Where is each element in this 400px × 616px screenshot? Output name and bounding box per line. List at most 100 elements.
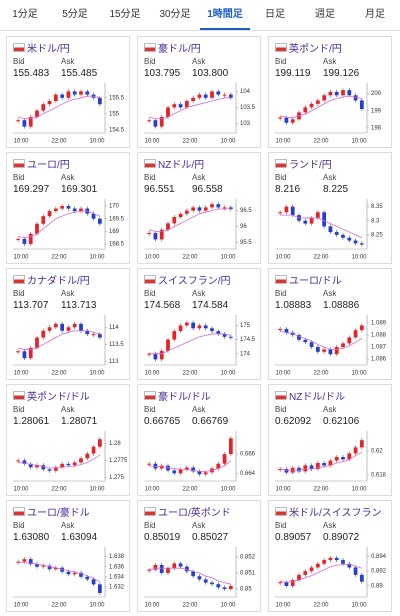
- bid-value: 8.216: [275, 184, 301, 195]
- y-tick-label: 155.5: [109, 95, 125, 101]
- y-tick-label: 174.5: [240, 337, 256, 343]
- rate-card[interactable]: NZドル/ドル Bid Ask 0.62092 0.62106 0.62 0.618 10:0…: [268, 384, 392, 496]
- candle: [341, 560, 345, 564]
- candle: [197, 471, 202, 475]
- bid-label: Bid: [13, 173, 25, 182]
- candle: [359, 440, 364, 448]
- tab[interactable]: 週足: [315, 9, 335, 20]
- flag-icon: [13, 275, 25, 284]
- candle: [184, 322, 189, 326]
- candle: [35, 564, 39, 567]
- candle: [53, 567, 58, 570]
- bid-label: Bid: [275, 405, 287, 414]
- moving-average: [280, 564, 362, 583]
- rate-card[interactable]: ユーロ/英ポンド Bid Ask 0.85019 0.85027 0.852 0.851 0.…: [137, 500, 261, 612]
- x-tick-label: 10:00: [13, 603, 29, 609]
- candle: [91, 446, 96, 454]
- candle: [303, 339, 308, 343]
- rate-card[interactable]: 英ポンド/ドル Bid Ask 1.28061 1.28071 1.28 1.2775 1.2…: [6, 384, 130, 496]
- rate-card[interactable]: 米ドル/スイスフラン Bid Ask 0.89057 0.89072 0.894 0.892…: [268, 500, 392, 612]
- candle: [166, 568, 170, 573]
- candle: [222, 587, 227, 589]
- rate-card[interactable]: 米ドル/円 Bid Ask 155.483 155.485 155.5 155 154.5 10…: [6, 36, 130, 148]
- candle: [72, 572, 77, 575]
- candle: [278, 117, 283, 119]
- ask-value: 113.713: [61, 300, 97, 311]
- candle: [172, 470, 177, 474]
- x-tick-label: 10:00: [144, 603, 160, 609]
- x-tick-label: 22:00: [51, 371, 67, 377]
- tab[interactable]: 月足: [365, 9, 385, 20]
- candle: [22, 559, 27, 562]
- tab[interactable]: 日足: [265, 9, 285, 20]
- rate-card[interactable]: ユーロ/ドル Bid Ask 1.08883 1.08886 1.089 1.088 1.08…: [268, 268, 392, 380]
- candle: [353, 447, 358, 454]
- candle: [66, 206, 71, 209]
- candle: [66, 327, 71, 331]
- candle: [147, 569, 152, 571]
- candle: [284, 582, 289, 586]
- y-tick-label: 103.5: [240, 105, 256, 111]
- rate-card[interactable]: 豪ドル/ドル Bid Ask 0.66765 0.66769 0.666 0.664 10:0…: [137, 384, 261, 496]
- rate-card[interactable]: 豪ドル/円 Bid Ask 103.795 103.800 104 103.5 103 10:0…: [137, 36, 261, 148]
- candle: [22, 351, 27, 359]
- candle: [16, 561, 21, 563]
- candle: [53, 323, 58, 328]
- rate-card[interactable]: ユーロ/豪ドル Bid Ask 1.63080 1.63094 1.638 1.636 1.6…: [6, 500, 130, 612]
- candle: [28, 463, 33, 468]
- candle: [353, 567, 358, 575]
- rate-card[interactable]: ユーロ/円 Bid Ask 169.297 169.301 170 169.5 169 168.…: [6, 152, 130, 264]
- candle: [359, 325, 364, 331]
- candle: [159, 117, 164, 127]
- y-tick-label: 1.086: [371, 357, 387, 363]
- mini-chart: 0.894 0.892 0.89 10:00 22:00 10:00: [275, 547, 387, 609]
- tab[interactable]: 1時間足: [200, 0, 250, 30]
- candle: [303, 571, 308, 575]
- pair-title: ランド/円: [289, 160, 332, 171]
- candle: [203, 579, 208, 583]
- ask-value: 169.301: [61, 184, 98, 195]
- x-tick-label: 10:00: [89, 139, 105, 145]
- moving-average: [149, 567, 231, 585]
- tab[interactable]: 5分足: [62, 9, 88, 20]
- ask-label: Ask: [192, 521, 206, 530]
- bid-label: Bid: [275, 57, 287, 66]
- candle: [222, 207, 227, 209]
- candle: [228, 585, 233, 589]
- rate-card[interactable]: NZドル/円 Bid Ask 96.551 96.558 96.5 96 95.5 10:00 2…: [137, 152, 261, 264]
- mini-chart: 8.35 8.3 8.25 10:00 22:00 10:00: [275, 199, 383, 261]
- x-tick-label: 10:00: [13, 487, 29, 493]
- bid-value: 1.28061: [13, 416, 50, 427]
- rate-card[interactable]: 英ポンド/円 Bid Ask 199.119 199.126 200 199 198 10:00…: [268, 36, 392, 148]
- candle: [347, 453, 352, 460]
- tab[interactable]: 30分足: [159, 9, 191, 20]
- candle: [79, 91, 83, 95]
- ask-label: Ask: [192, 289, 206, 298]
- candle: [184, 467, 189, 470]
- bid-value: 103.795: [144, 68, 181, 79]
- y-tick-label: 0.894: [371, 554, 387, 560]
- rate-card[interactable]: ランド/円 Bid Ask 8.216 8.225 8.35 8.3 8.25 10:00 22:…: [268, 152, 392, 264]
- tab[interactable]: 1分足: [12, 9, 38, 20]
- bid-value: 1.63080: [13, 532, 50, 543]
- y-tick-label: 0.618: [371, 473, 387, 479]
- mini-chart: 114 113.5 113 10:00 22:00 10:00: [13, 315, 124, 377]
- candle: [216, 331, 221, 334]
- tab[interactable]: 15分足: [109, 9, 141, 20]
- ask-label: Ask: [61, 405, 75, 414]
- x-tick-label: 10:00: [351, 371, 367, 377]
- candle: [72, 323, 77, 328]
- candle: [303, 107, 308, 113]
- ask-value: 8.225: [323, 184, 349, 195]
- rate-card[interactable]: スイスフラン/円 Bid Ask 174.568 174.584 175 174.5 174 1…: [137, 268, 261, 380]
- y-tick-label: 175: [240, 323, 251, 329]
- rate-card[interactable]: カナダドル/円 Bid Ask 113.707 113.713 114 113.5 113 10…: [6, 268, 130, 380]
- candle: [22, 238, 27, 244]
- candle: [315, 463, 320, 469]
- ask-label: Ask: [61, 289, 75, 298]
- mini-chart: 200 199 198 10:00 22:00 10:00: [275, 83, 382, 145]
- candle: [216, 91, 221, 95]
- y-tick-label: 0.892: [371, 569, 387, 575]
- candle: [216, 584, 221, 588]
- x-tick-label: 10:00: [351, 603, 367, 609]
